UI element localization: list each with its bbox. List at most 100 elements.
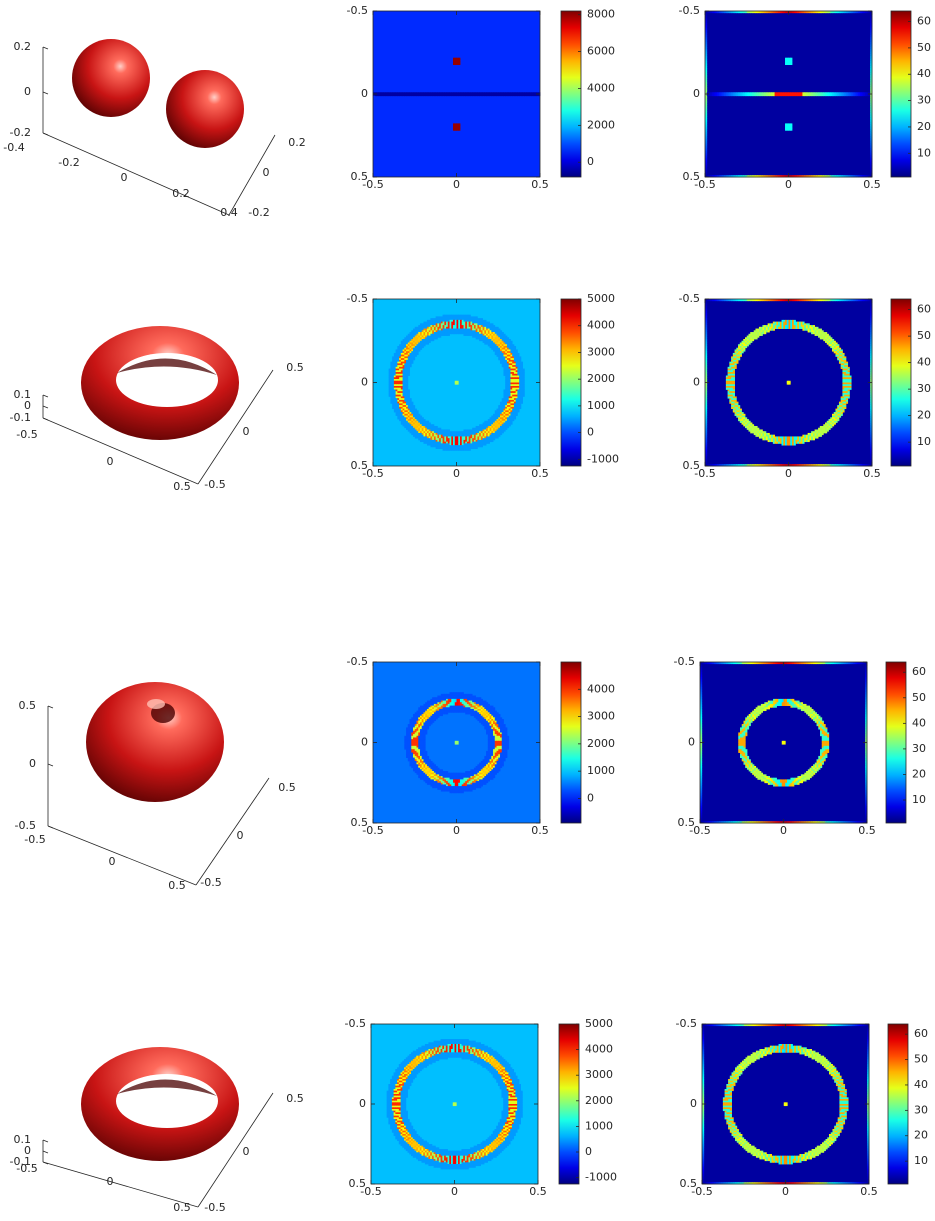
colorbar-tick-label: 10	[917, 435, 931, 448]
y-tick-label: 0.5	[286, 361, 304, 374]
heatmap-cell	[808, 440, 810, 442]
heatmap-cell	[439, 336, 441, 338]
heatmap-cell	[476, 447, 478, 449]
heatmap-cell	[794, 443, 796, 445]
heatmap-cell	[789, 383, 791, 385]
heatmap-cell	[755, 337, 757, 339]
colorbar-tick-label: 1000	[587, 399, 615, 412]
x-tick-label: 0.5	[863, 467, 881, 480]
heatmap-cell	[457, 383, 459, 385]
x-tick-label: 0	[453, 178, 460, 191]
heatmap-cell	[764, 332, 766, 334]
colorbar-tick-label: 2000	[587, 372, 615, 385]
x-tick-label: 0	[121, 171, 128, 184]
heatmap-cell	[427, 342, 429, 344]
colorbar-tick-label: 50	[917, 329, 931, 342]
x-tick-label: 0.5	[531, 467, 549, 480]
heatmap-cell	[481, 445, 483, 447]
colorbar-gradient	[561, 299, 581, 466]
heatmap-cell	[773, 329, 775, 331]
z-tick-label: -0.2	[10, 126, 31, 139]
x-tick-label: -0.5	[16, 428, 37, 441]
y-tick-label: 0	[263, 166, 270, 179]
z-tick-label: 0.5	[19, 699, 37, 712]
colorbar-gradient	[891, 299, 911, 466]
y-axis-line	[196, 778, 269, 885]
x-tick-label: 0.5	[531, 178, 549, 191]
heatmap-cell	[802, 442, 804, 444]
x-tick-label: -0.4	[3, 141, 24, 154]
colorbar-tick-label: 6000	[587, 45, 615, 58]
z-tick-mark	[43, 418, 48, 420]
colorbar-tick-label: 10	[917, 146, 931, 159]
x-tick-label: 0	[109, 855, 116, 868]
heatmap-cell	[761, 334, 763, 336]
y-tick-label: 0	[693, 376, 700, 389]
y-tick-label: 0.5	[683, 170, 701, 183]
colorbar-tick-label: -1000	[587, 452, 619, 465]
z-tick-label: 0	[29, 757, 36, 770]
x-tick-label: -0.5	[24, 833, 45, 846]
y-tick-label: 0.5	[278, 781, 296, 794]
heatmap-cell	[497, 436, 499, 438]
y-tick-label: -0.5	[679, 4, 700, 17]
heatmap-cell	[458, 63, 460, 65]
heatmap-cell	[484, 443, 486, 445]
heatmap-cell	[768, 330, 770, 332]
heatmap-cell	[469, 449, 471, 451]
x-tick-label: 0.4	[220, 206, 238, 219]
x-tick-label: 0.5	[863, 178, 881, 191]
colorbar-tick-label: 40	[917, 67, 931, 80]
colorbar-tick-label: 30	[917, 382, 931, 395]
z-tick-mark	[43, 47, 48, 49]
colorbar-tick-label: 60	[917, 303, 931, 316]
y-tick-label: 0.5	[683, 459, 701, 472]
surface-panel-0: 0.20-0.2-0.4-0.200.20.4-0.200.2	[3, 39, 305, 219]
x-tick-label: 0	[107, 455, 114, 468]
z-tick-label: 0.2	[14, 40, 32, 53]
colorbar-tick-label: 30	[917, 94, 931, 107]
z-tick-label: -0.1	[10, 411, 31, 424]
colorbar-tick-label: 2000	[587, 118, 615, 131]
y-tick-label: 0	[243, 425, 250, 438]
fat-torus-highlight	[147, 699, 165, 709]
heatmap-cell	[432, 339, 434, 341]
z-tick-mark	[43, 395, 48, 397]
x-tick-label: 0.5	[168, 879, 186, 892]
surface-panel-1: 0.10-0.1-0.500.5-0.500.5	[10, 326, 304, 493]
z-tick-mark	[48, 764, 53, 766]
x-tick-label: 0.5	[173, 480, 191, 493]
y-tick-label: -0.5	[204, 478, 225, 491]
heatmap-cell	[491, 440, 493, 442]
y-tick-label: 0.2	[288, 136, 306, 149]
x-axis-line	[48, 826, 196, 885]
heatmap-cell	[825, 431, 827, 433]
y-tick-label: -0.5	[200, 876, 221, 889]
colorbar-tick-label: 50	[917, 41, 931, 54]
y-tick-label: 0	[237, 829, 244, 842]
heatmap-cell	[436, 337, 438, 339]
surface-panel-2: 0.50-0.5-0.500.5-0.500.5	[15, 682, 296, 892]
z-tick-mark	[43, 406, 48, 408]
z-tick-mark	[43, 133, 48, 135]
colorbar-tick-label: 5000	[587, 292, 615, 305]
y-tick-label: 0	[693, 87, 700, 100]
x-tick-label: 0	[785, 178, 792, 191]
colorbar-tick-label: 20	[917, 120, 931, 133]
z-tick-label: -0.5	[15, 819, 36, 832]
heatmap-cell	[448, 334, 450, 336]
heatmap-cell	[790, 63, 792, 65]
heatmap-cell	[813, 438, 815, 440]
y-tick-label: 0.5	[351, 170, 369, 183]
x-tick-label: -0.2	[58, 156, 79, 169]
heatmap-cell	[458, 129, 460, 131]
heatmap-cell	[820, 435, 822, 437]
colorbar-tick-label: 0	[587, 155, 594, 168]
